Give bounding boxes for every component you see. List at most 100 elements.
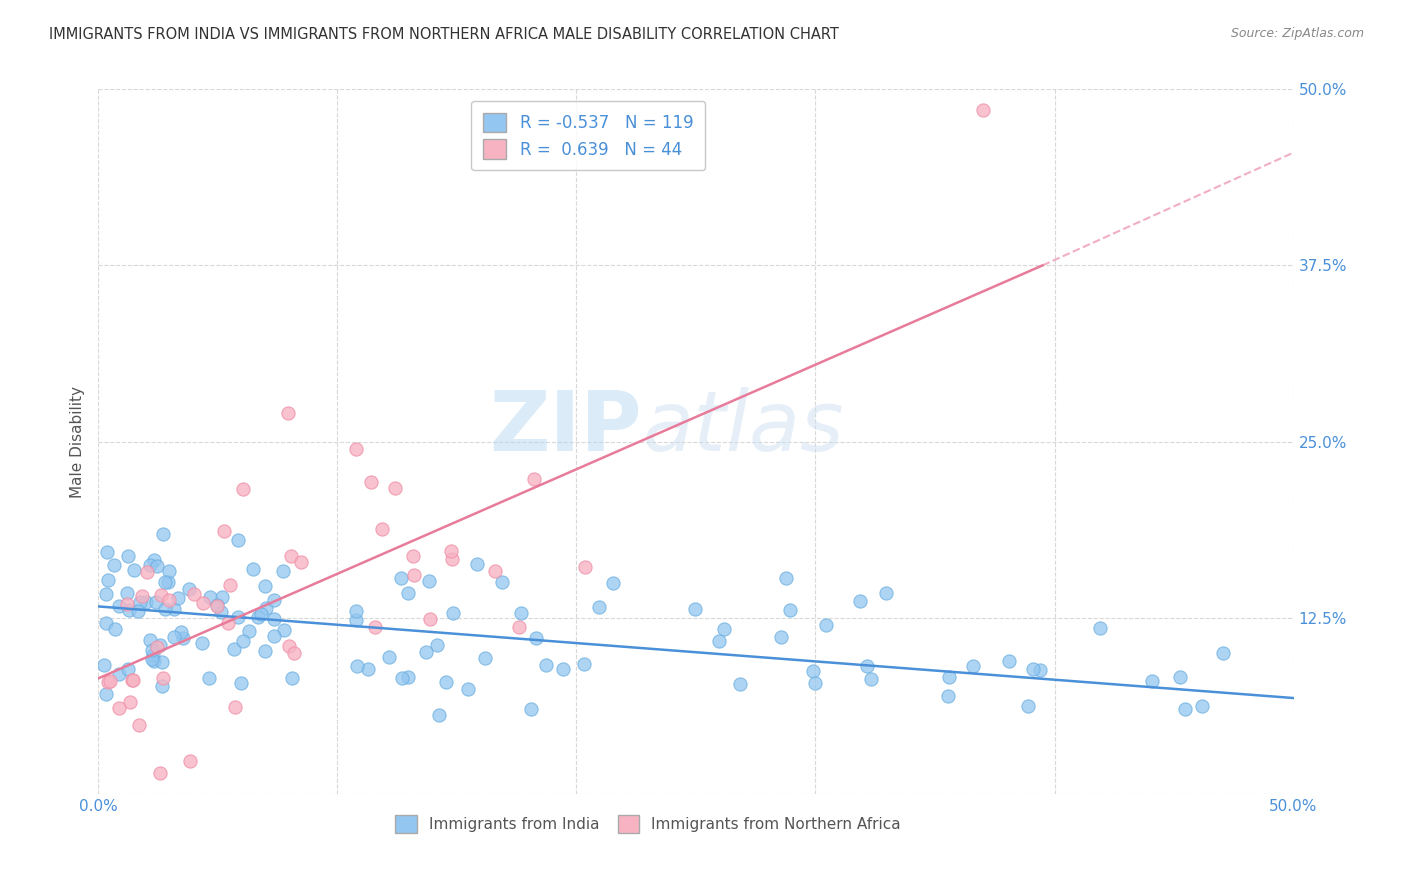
Point — [378, 649, 401, 664]
Point — [419, 612, 441, 626]
Point — [222, 642, 245, 657]
Point — [523, 472, 546, 486]
Point — [441, 552, 464, 566]
Point — [441, 607, 464, 621]
Point — [96, 616, 118, 631]
Point — [127, 604, 149, 618]
Point — [226, 533, 249, 548]
Point — [273, 564, 295, 578]
Point — [254, 644, 277, 658]
Point — [938, 690, 960, 704]
Point — [281, 671, 304, 685]
Point — [1088, 621, 1111, 635]
Point — [120, 695, 142, 709]
Point — [191, 636, 214, 650]
Point — [117, 662, 139, 676]
Legend: Immigrants from India, Immigrants from Northern Africa: Immigrants from India, Immigrants from N… — [389, 809, 907, 839]
Point — [1174, 702, 1197, 716]
Point — [404, 567, 426, 582]
Point — [150, 656, 173, 670]
Point — [212, 524, 235, 539]
Point — [396, 670, 419, 684]
Point — [1168, 670, 1191, 684]
Point — [183, 587, 205, 601]
Point — [94, 587, 117, 601]
Point — [117, 549, 139, 563]
Point — [135, 565, 157, 579]
Point — [346, 659, 368, 673]
Point — [93, 658, 115, 673]
Point — [157, 565, 180, 579]
Point — [263, 593, 285, 607]
Point — [94, 688, 117, 702]
Point — [97, 573, 120, 587]
Point — [232, 482, 254, 496]
Point — [402, 549, 425, 563]
Point — [426, 638, 449, 652]
Point — [588, 600, 610, 615]
Point — [804, 676, 827, 690]
Point — [135, 594, 157, 608]
Point — [97, 674, 120, 689]
Point — [103, 558, 125, 573]
Point — [150, 679, 173, 693]
Point — [1028, 663, 1050, 677]
Point — [434, 674, 457, 689]
Point — [572, 657, 595, 671]
Point — [875, 585, 897, 599]
Point — [122, 563, 145, 577]
Point — [145, 595, 167, 609]
Point — [115, 597, 138, 611]
Point — [143, 552, 166, 566]
Point — [163, 631, 186, 645]
Point — [139, 633, 162, 648]
Point — [713, 623, 735, 637]
Point — [801, 664, 824, 678]
Point — [191, 596, 214, 610]
Point — [157, 593, 180, 607]
Point — [156, 575, 179, 590]
Point — [1212, 646, 1234, 660]
Point — [142, 648, 165, 662]
Point — [1021, 662, 1043, 676]
Point — [396, 585, 419, 599]
Point — [211, 591, 233, 605]
Point — [520, 702, 543, 716]
Point — [344, 604, 367, 618]
Point — [962, 659, 984, 673]
Point — [96, 545, 118, 559]
Text: ZIP: ZIP — [489, 387, 643, 468]
Point — [205, 598, 228, 612]
Point — [860, 672, 883, 686]
Point — [779, 603, 801, 617]
Point — [574, 559, 596, 574]
Point — [1142, 673, 1164, 688]
Point — [98, 673, 121, 688]
Point — [534, 657, 557, 672]
Point — [149, 588, 172, 602]
Point — [364, 620, 387, 634]
Point — [163, 602, 186, 616]
Point — [997, 654, 1019, 668]
Point — [108, 701, 131, 715]
Point — [491, 574, 513, 589]
Point — [115, 586, 138, 600]
Point — [357, 662, 380, 676]
Point — [508, 620, 530, 634]
Point — [683, 602, 706, 616]
Point — [108, 599, 131, 613]
Point — [141, 643, 163, 657]
Point — [177, 582, 200, 596]
Point — [146, 640, 169, 655]
Point — [391, 671, 413, 685]
Point — [149, 766, 172, 780]
Point — [273, 623, 295, 637]
Point — [104, 622, 127, 636]
Point — [360, 475, 382, 489]
Point — [121, 673, 143, 687]
Point — [232, 633, 254, 648]
Point — [389, 571, 412, 585]
Point — [775, 571, 797, 585]
Point — [141, 651, 163, 665]
Point — [226, 609, 249, 624]
